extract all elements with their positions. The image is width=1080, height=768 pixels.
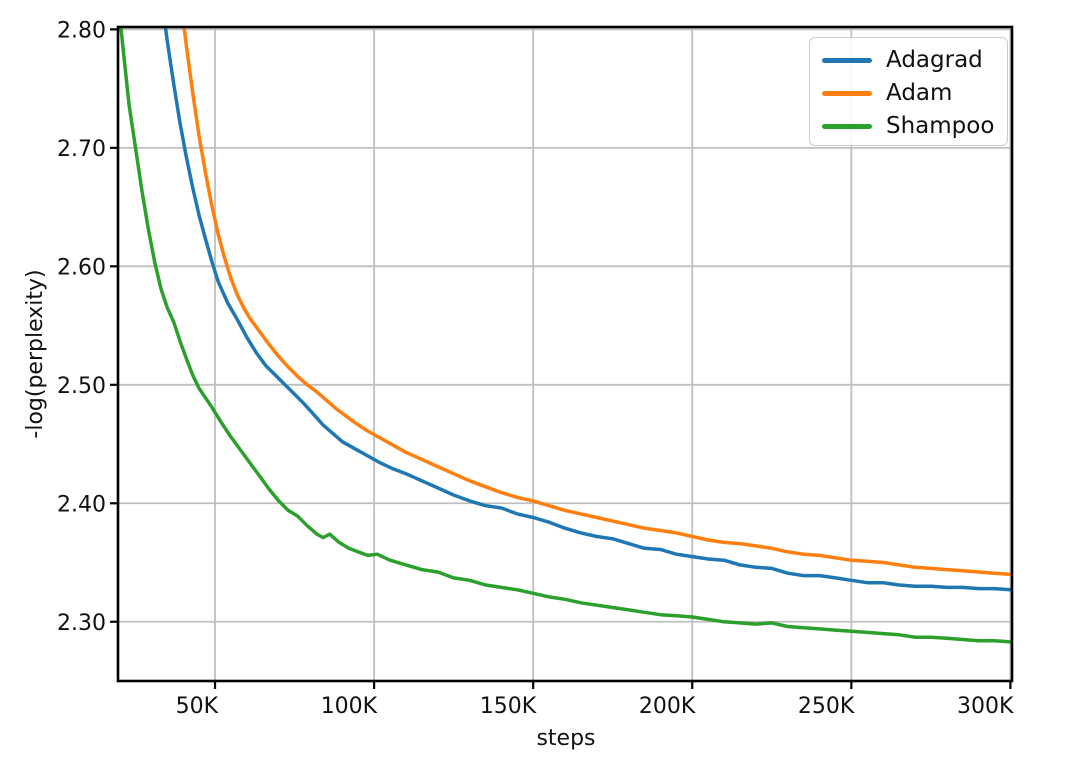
y-tick-label: 2.80 [57,18,106,43]
series-lines [119,27,1012,644]
legend-line-swatch [822,91,872,96]
y-axis-label: -log(perplexity) [23,269,48,438]
axis-tick-labels: 50K 100K 150K 200K 250K 300K 2.30 2.40 2.50 2.60 2… [57,18,1014,719]
x-tick-label: 50K [176,694,219,719]
x-tick-label: 200K [639,694,696,719]
y-tick-label: 2.40 [57,492,106,517]
legend-label: Adagrad [886,47,983,73]
x-tick-label: 150K [480,694,537,719]
legend-label: Adam [886,80,953,106]
legend: Adagrad Adam Shampoo [809,37,1008,146]
x-tick-label: 250K [798,694,855,719]
legend-line-swatch [822,124,872,129]
y-tick-label: 2.70 [57,137,106,162]
legend-item: Adagrad [822,44,1007,77]
gridlines [118,27,1012,681]
x-tick-label: 100K [321,694,378,719]
x-axis-label: steps [536,726,595,751]
axis-ticks [110,28,1012,689]
legend-item: Shampoo [822,110,1007,143]
legend-label: Shampoo [886,113,995,139]
y-tick-label: 2.50 [57,374,106,399]
y-tick-label: 2.60 [57,255,106,280]
x-tick-label: 300K [957,694,1014,719]
plot-frame [116,25,1014,683]
series-line-adagrad [163,27,1012,592]
y-tick-label: 2.30 [57,611,106,636]
legend-item: Adam [822,77,1007,110]
series-line-shampoo [119,27,1012,644]
series-line-adam [182,27,1012,577]
legend-line-swatch [822,58,872,63]
